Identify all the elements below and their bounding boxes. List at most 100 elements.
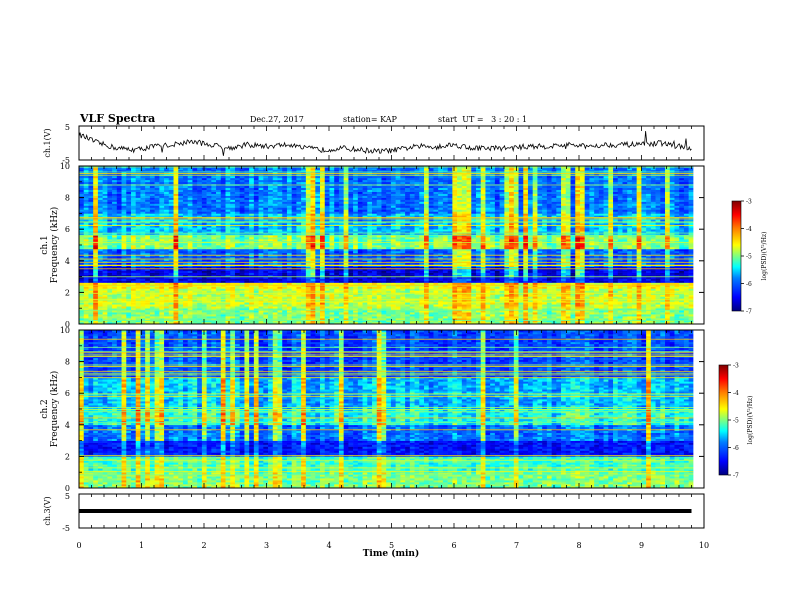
spectrogram-cell	[636, 288, 642, 291]
spectrogram-cell	[168, 274, 174, 277]
spectrogram-cell	[622, 270, 628, 273]
spectrogram-cell	[197, 248, 203, 252]
spectrogram-cell	[97, 286, 103, 289]
spectrogram-cell	[447, 274, 453, 277]
spectrogram-cell	[631, 256, 637, 260]
spectrogram-cell	[334, 316, 340, 319]
spectrogram-cell	[182, 266, 188, 269]
spectrogram-cell	[357, 302, 363, 305]
spectrogram-cell	[282, 248, 288, 252]
spectrogram-cell	[613, 318, 619, 321]
spectrogram-cell	[116, 268, 122, 271]
spectrogram-cell	[390, 254, 396, 258]
spectrogram-cell	[509, 314, 515, 317]
spectrogram-cell	[504, 312, 510, 315]
spectrogram-cell	[206, 296, 212, 299]
spectrogram-cell	[239, 268, 245, 271]
spectrogram-cell	[230, 278, 236, 281]
spectrogram-cell	[220, 288, 226, 291]
spectrogram-cell	[603, 308, 609, 311]
spectrogram-cell	[424, 282, 430, 285]
spectrogram-cell	[126, 270, 132, 273]
spectrogram-cell	[159, 306, 165, 309]
spectrogram-cell	[263, 272, 269, 275]
spectrogram-cell	[527, 302, 533, 305]
spectrogram-cell	[419, 288, 425, 291]
spectrogram-cell	[83, 284, 89, 287]
spectrogram-cell	[282, 266, 288, 269]
spectrogram-cell	[305, 272, 311, 275]
spectrogram-cell	[419, 302, 425, 305]
spectrogram-cell	[348, 312, 354, 315]
spectrogram-cell	[499, 272, 505, 275]
spectrogram-cell	[381, 308, 387, 311]
spectrogram-cell	[173, 258, 179, 262]
spectrogram-cell	[509, 288, 515, 291]
spectrogram-cell	[272, 320, 278, 323]
spectrogram-cell	[372, 296, 378, 299]
spectrogram-cell	[518, 306, 524, 309]
spectrogram-cell	[447, 282, 453, 285]
spectrogram-cell	[532, 296, 538, 299]
spectrogram-cell	[258, 286, 264, 289]
spectrogram-cell	[301, 300, 307, 303]
spectrogram-cell	[310, 282, 316, 285]
spectrogram-cell	[627, 322, 633, 324]
spectrogram-cell	[272, 318, 278, 321]
spectrogram-cell	[182, 312, 188, 315]
spectrogram-cell	[613, 252, 619, 256]
spectrogram-cell	[334, 290, 340, 293]
spectrogram-cell	[234, 252, 240, 256]
spectrogram-cell	[579, 268, 585, 271]
spectrogram-cell	[329, 280, 335, 283]
spectrogram-cell	[452, 304, 458, 307]
spectrogram-cell	[447, 294, 453, 297]
spectrogram-cell	[291, 276, 297, 279]
spectrogram-cell	[244, 304, 250, 307]
spectrogram-cell	[395, 276, 401, 279]
spectrogram-cell	[329, 282, 335, 285]
spectrogram-cell	[683, 320, 689, 323]
spectrogram-cell	[301, 254, 307, 258]
spectrogram-cell	[617, 256, 623, 260]
spectrogram-cell	[499, 320, 505, 323]
spectrogram-cell	[367, 284, 373, 287]
spectrogram-cell	[107, 320, 113, 323]
spectrogram-cell	[372, 290, 378, 293]
spectrogram-cell	[579, 296, 585, 299]
spectrogram-cell	[655, 314, 661, 317]
spectrogram-cell	[424, 304, 430, 307]
spectrogram-cell	[650, 268, 656, 271]
spectrogram-cell	[244, 254, 250, 258]
spectrogram-cell	[291, 280, 297, 283]
spectrogram-cell	[414, 254, 420, 258]
spectrogram-cell	[83, 306, 89, 309]
spectrogram-cell	[211, 302, 217, 305]
spectrogram-cell	[565, 250, 571, 254]
spectrogram-cell	[518, 270, 524, 273]
spectrogram-cell	[381, 294, 387, 297]
spectrogram-cell	[178, 318, 184, 321]
spectrogram-cell	[376, 268, 382, 271]
spectrogram-cell	[494, 276, 500, 279]
spectrogram-cell	[669, 316, 675, 319]
spectrogram-cell	[466, 288, 472, 291]
spectrogram-cell	[386, 282, 392, 285]
spectrogram-cell	[669, 256, 675, 260]
spectrogram-cell	[225, 296, 231, 299]
spectrogram-cell	[230, 286, 236, 289]
spectrogram-cell	[305, 308, 311, 311]
spectrogram-cell	[466, 252, 472, 256]
spectrogram-cell	[93, 316, 99, 319]
spectrogram-cell	[475, 282, 482, 285]
spectrogram-cell	[182, 308, 188, 311]
spectrogram-cell	[286, 256, 292, 260]
spectrogram-cell	[622, 272, 628, 275]
spectrogram-cell	[438, 254, 444, 258]
spectrogram-cell	[97, 322, 103, 324]
spectrogram-cell	[376, 250, 382, 254]
spectrogram-cell	[263, 314, 269, 317]
spectrogram-cell	[88, 262, 94, 266]
spectrogram-cell	[126, 290, 132, 293]
spectrogram-cell	[485, 272, 491, 275]
